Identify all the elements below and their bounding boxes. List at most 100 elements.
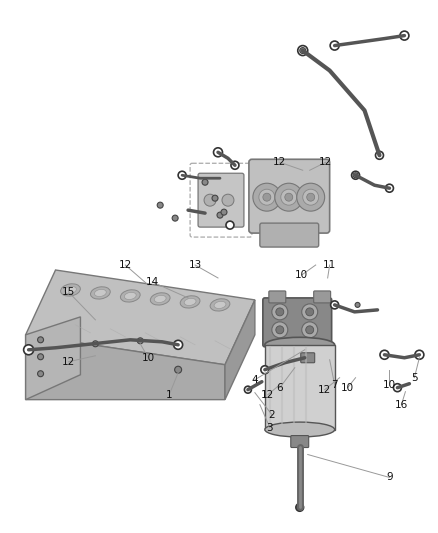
Circle shape bbox=[352, 171, 360, 179]
Text: 12: 12 bbox=[318, 385, 331, 394]
Circle shape bbox=[24, 345, 34, 355]
Circle shape bbox=[302, 322, 318, 338]
Circle shape bbox=[330, 41, 339, 50]
Ellipse shape bbox=[64, 286, 76, 294]
Circle shape bbox=[217, 212, 223, 218]
FancyBboxPatch shape bbox=[314, 291, 331, 303]
Circle shape bbox=[92, 341, 99, 347]
Polygon shape bbox=[225, 300, 255, 400]
Circle shape bbox=[400, 31, 409, 40]
Text: 15: 15 bbox=[62, 287, 75, 297]
FancyBboxPatch shape bbox=[260, 223, 319, 247]
Circle shape bbox=[385, 184, 393, 192]
Circle shape bbox=[173, 340, 183, 349]
FancyBboxPatch shape bbox=[301, 353, 314, 363]
Ellipse shape bbox=[120, 290, 140, 302]
Circle shape bbox=[38, 337, 43, 343]
Text: 10: 10 bbox=[295, 270, 308, 280]
Circle shape bbox=[204, 194, 216, 206]
Ellipse shape bbox=[124, 292, 136, 300]
Text: 12: 12 bbox=[119, 260, 132, 270]
Text: 5: 5 bbox=[411, 373, 418, 383]
Circle shape bbox=[221, 209, 227, 215]
Ellipse shape bbox=[150, 293, 170, 305]
Circle shape bbox=[231, 161, 239, 169]
Circle shape bbox=[272, 304, 288, 320]
Circle shape bbox=[38, 371, 43, 377]
Text: 3: 3 bbox=[267, 423, 273, 433]
Text: 9: 9 bbox=[386, 472, 393, 482]
Ellipse shape bbox=[265, 422, 335, 437]
Circle shape bbox=[263, 193, 271, 201]
Circle shape bbox=[302, 304, 318, 320]
Circle shape bbox=[178, 171, 186, 179]
Ellipse shape bbox=[95, 289, 106, 296]
Circle shape bbox=[297, 183, 325, 211]
Text: 6: 6 bbox=[276, 383, 283, 393]
FancyBboxPatch shape bbox=[198, 173, 244, 227]
Ellipse shape bbox=[210, 299, 230, 311]
Circle shape bbox=[298, 46, 308, 55]
Bar bbox=[265, 345, 335, 430]
Text: 1: 1 bbox=[166, 390, 173, 400]
Circle shape bbox=[306, 326, 314, 334]
Text: 7: 7 bbox=[331, 379, 338, 390]
Circle shape bbox=[222, 194, 234, 206]
Circle shape bbox=[212, 195, 218, 201]
Ellipse shape bbox=[265, 337, 335, 352]
Text: 10: 10 bbox=[141, 353, 155, 363]
Circle shape bbox=[353, 173, 358, 177]
Circle shape bbox=[307, 193, 314, 201]
Ellipse shape bbox=[180, 296, 200, 308]
Circle shape bbox=[226, 221, 234, 229]
Polygon shape bbox=[25, 335, 225, 400]
Circle shape bbox=[393, 384, 401, 392]
FancyBboxPatch shape bbox=[291, 435, 309, 448]
Text: 4: 4 bbox=[251, 375, 258, 385]
FancyBboxPatch shape bbox=[269, 291, 286, 303]
Ellipse shape bbox=[91, 287, 110, 299]
Ellipse shape bbox=[184, 298, 196, 305]
Ellipse shape bbox=[154, 295, 166, 303]
Circle shape bbox=[261, 366, 269, 374]
Circle shape bbox=[306, 308, 314, 316]
Circle shape bbox=[38, 354, 43, 360]
Circle shape bbox=[175, 366, 182, 373]
Text: 10: 10 bbox=[341, 383, 354, 393]
Circle shape bbox=[276, 326, 284, 334]
Circle shape bbox=[253, 183, 281, 211]
Circle shape bbox=[202, 179, 208, 185]
Text: 16: 16 bbox=[395, 400, 408, 410]
Ellipse shape bbox=[60, 284, 80, 296]
Circle shape bbox=[296, 503, 304, 511]
Circle shape bbox=[281, 189, 297, 205]
Circle shape bbox=[285, 193, 293, 201]
Circle shape bbox=[375, 151, 384, 159]
Text: 10: 10 bbox=[383, 379, 396, 390]
Text: 11: 11 bbox=[323, 260, 336, 270]
Circle shape bbox=[276, 308, 284, 316]
Circle shape bbox=[244, 386, 251, 393]
Circle shape bbox=[272, 322, 288, 338]
Circle shape bbox=[275, 183, 303, 211]
Text: 14: 14 bbox=[145, 277, 159, 287]
Circle shape bbox=[137, 338, 143, 344]
Circle shape bbox=[213, 148, 223, 157]
Text: 12: 12 bbox=[261, 390, 275, 400]
FancyBboxPatch shape bbox=[263, 298, 332, 347]
Circle shape bbox=[415, 350, 424, 359]
Text: 12: 12 bbox=[319, 157, 332, 167]
Ellipse shape bbox=[214, 301, 226, 309]
FancyBboxPatch shape bbox=[249, 159, 330, 233]
Circle shape bbox=[300, 47, 306, 53]
Circle shape bbox=[380, 350, 389, 359]
Polygon shape bbox=[25, 317, 81, 400]
Circle shape bbox=[303, 189, 319, 205]
Polygon shape bbox=[25, 270, 255, 365]
Circle shape bbox=[259, 189, 275, 205]
Text: 12: 12 bbox=[62, 357, 75, 367]
Text: 2: 2 bbox=[268, 410, 275, 419]
Text: 12: 12 bbox=[273, 157, 286, 167]
Circle shape bbox=[331, 301, 339, 309]
Circle shape bbox=[172, 215, 178, 221]
